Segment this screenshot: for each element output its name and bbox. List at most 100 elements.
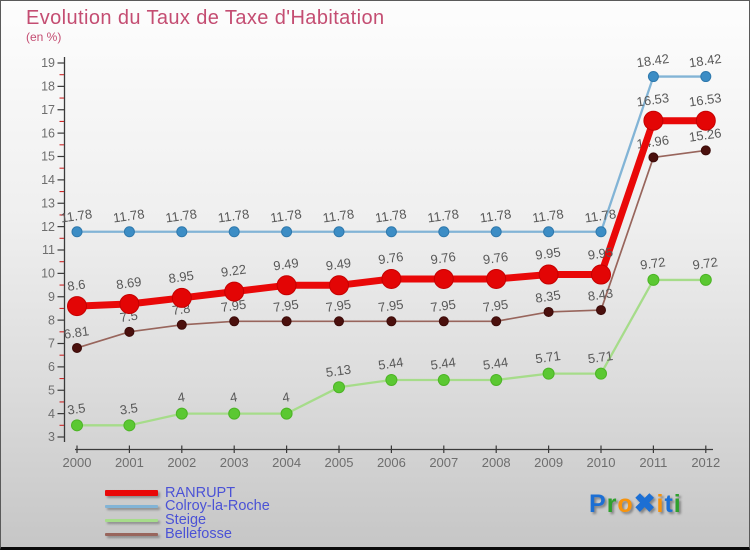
data-point-label-bellefosse: 7.95 [272, 297, 299, 315]
data-point-label-colroy-la-roche: 11.78 [322, 206, 355, 225]
data-point-label-ranrupt: 9.76 [430, 249, 457, 267]
logo-letter: r [606, 490, 618, 518]
data-point-label-steige: 5.13 [325, 362, 352, 380]
data-point-bellefosse [648, 152, 659, 163]
data-point-label-steige: 9.72 [692, 254, 719, 272]
data-point-steige [490, 373, 503, 386]
data-point-bellefosse [386, 316, 397, 327]
y-tick-label: 10 [41, 267, 55, 281]
data-point-steige [542, 367, 555, 380]
data-point-bellefosse [543, 306, 554, 317]
data-point-label-colroy-la-roche: 11.78 [217, 206, 250, 225]
data-point-label-steige: 5.44 [482, 354, 509, 372]
data-point-colroy-la-roche [176, 226, 188, 238]
chart-title: Evolution du Taux de Taxe d'Habitation [26, 7, 385, 29]
data-point-label-bellefosse: 6.81 [63, 323, 90, 341]
data-point-label-steige: 5.71 [587, 348, 614, 366]
data-point-bellefosse [596, 305, 606, 316]
y-tick-label: 5 [48, 383, 55, 397]
data-point-bellefosse [334, 316, 344, 327]
logo-letter: t [664, 490, 674, 518]
data-point-colroy-la-roche [490, 226, 502, 238]
data-point-bellefosse [438, 316, 449, 327]
y-tick-label: 16 [41, 126, 55, 140]
data-point-bellefosse [281, 316, 292, 327]
legend-line-swatch [105, 532, 158, 536]
data-point-label-colroy-la-roche: 11.78 [426, 206, 459, 225]
legend-line-swatch [105, 505, 158, 508]
data-point-label-ranrupt: 16.53 [688, 90, 722, 109]
data-point-label-ranrupt: 9.76 [482, 249, 509, 267]
data-point-colroy-la-roche [438, 226, 450, 238]
legend-label: Bellefosse [165, 526, 232, 543]
data-point-bellefosse [176, 319, 187, 330]
data-point-colroy-la-roche [700, 71, 712, 83]
data-point-label-steige: 4 [281, 389, 290, 405]
x-tick-label: 2002 [167, 455, 196, 470]
data-point-steige [595, 367, 607, 380]
data-point-ranrupt [381, 268, 402, 289]
logo-letter: i [656, 490, 665, 518]
data-point-colroy-la-roche [543, 226, 555, 238]
data-point-colroy-la-roche [281, 226, 293, 238]
data-point-ranrupt [67, 296, 87, 317]
y-tick-label: 6 [48, 360, 55, 374]
y-tick-label: 12 [41, 220, 55, 234]
y-tick-label: 11 [42, 243, 55, 257]
y-tick-label: 13 [41, 196, 55, 210]
legend-line-swatch [105, 489, 158, 497]
y-tick-label: 14 [41, 173, 55, 187]
x-tick-label: 2007 [429, 455, 458, 470]
data-point-label-steige: 4 [229, 389, 238, 405]
data-point-ranrupt [486, 268, 507, 289]
data-point-label-colroy-la-roche: 18.42 [688, 51, 722, 70]
data-point-label-ranrupt: 8.69 [115, 274, 142, 292]
data-point-bellefosse [229, 316, 240, 327]
y-tick-label: 15 [41, 150, 55, 164]
data-point-ranrupt [433, 268, 454, 289]
logo-letter: i [673, 490, 682, 518]
y-tick-label: 7 [48, 337, 55, 351]
data-point-ranrupt [171, 287, 192, 308]
data-point-steige [280, 407, 293, 420]
data-point-ranrupt [276, 275, 297, 296]
data-point-ranrupt [591, 264, 611, 285]
legend-item: Bellefosse [105, 527, 270, 541]
logo-letter: ✖ [633, 488, 657, 518]
data-point-colroy-la-roche [595, 226, 607, 238]
data-point-steige [333, 381, 345, 394]
proxiti-logo: Pro✖iti [589, 488, 682, 519]
data-point-label-steige: 5.71 [534, 348, 561, 366]
data-point-colroy-la-roche [228, 226, 240, 238]
data-point-ranrupt [224, 281, 245, 302]
data-point-bellefosse [124, 326, 135, 337]
data-point-label-steige: 3.5 [119, 400, 139, 417]
legend-item: Steige [105, 513, 270, 528]
data-point-label-colroy-la-roche: 11.78 [164, 206, 197, 225]
logo-letter: o [617, 490, 634, 518]
chart-legend: RANRUPT Colroy-la-Roche Steige Bellefosse [105, 486, 270, 541]
data-point-label-colroy-la-roche: 11.78 [531, 206, 564, 225]
data-point-steige [385, 373, 398, 386]
data-point-steige [123, 419, 136, 432]
data-point-label-colroy-la-roche: 11.78 [269, 206, 302, 225]
data-point-ranrupt [119, 293, 140, 314]
data-point-label-steige: 5.44 [430, 354, 457, 372]
data-point-ranrupt [538, 264, 559, 285]
data-point-colroy-la-roche [333, 226, 345, 238]
x-tick-label: 2008 [482, 455, 511, 470]
data-point-steige [228, 407, 241, 420]
data-point-label-ranrupt: 9.22 [220, 261, 247, 279]
data-point-bellefosse [491, 316, 502, 327]
data-point-label-bellefosse: 7.95 [220, 297, 247, 315]
y-tick-label: 8 [48, 313, 55, 327]
data-point-label-ranrupt: 9.95 [587, 244, 614, 262]
x-tick-label: 2000 [63, 455, 92, 470]
x-tick-label: 2011 [639, 455, 667, 470]
data-point-label-steige: 4 [177, 389, 186, 405]
data-point-bellefosse [700, 145, 711, 156]
data-point-label-ranrupt: 9.76 [377, 249, 404, 267]
chart-subtitle: (en %) [26, 30, 62, 44]
y-tick-label: 4 [48, 407, 55, 421]
